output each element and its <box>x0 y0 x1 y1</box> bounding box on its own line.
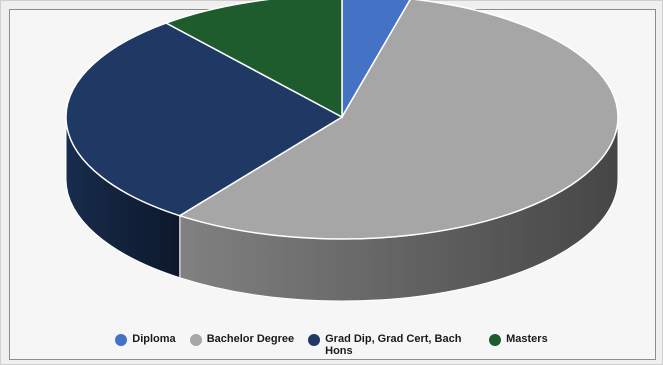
legend-label: Bachelor Degree <box>206 333 295 345</box>
chart-legend: Diploma Bachelor Degree Grad Dip, Grad Cer… <box>0 333 663 357</box>
legend-marker-icon <box>489 334 502 346</box>
pie-slice-grad-dip-grad-cert-bach-hons <box>65 22 344 217</box>
legend-marker-icon <box>189 334 202 346</box>
legend-item: Diploma <box>115 333 176 346</box>
pie-slice-bachelor-degree <box>177 0 619 240</box>
pie-slice-masters <box>164 0 343 119</box>
legend-marker-icon <box>115 334 128 346</box>
legend-item: Masters <box>489 333 548 346</box>
legend-item: Bachelor Degree <box>189 333 295 346</box>
pie-top-faces <box>65 0 619 240</box>
legend-item: Grad Dip, Grad Cert, Bach Hons <box>308 333 475 357</box>
legend-label: Masters <box>506 333 548 345</box>
legend-label: Grad Dip, Grad Cert, Bach Hons <box>325 333 462 357</box>
legend-marker-icon <box>308 334 321 346</box>
legend-label: Diploma <box>132 333 176 345</box>
